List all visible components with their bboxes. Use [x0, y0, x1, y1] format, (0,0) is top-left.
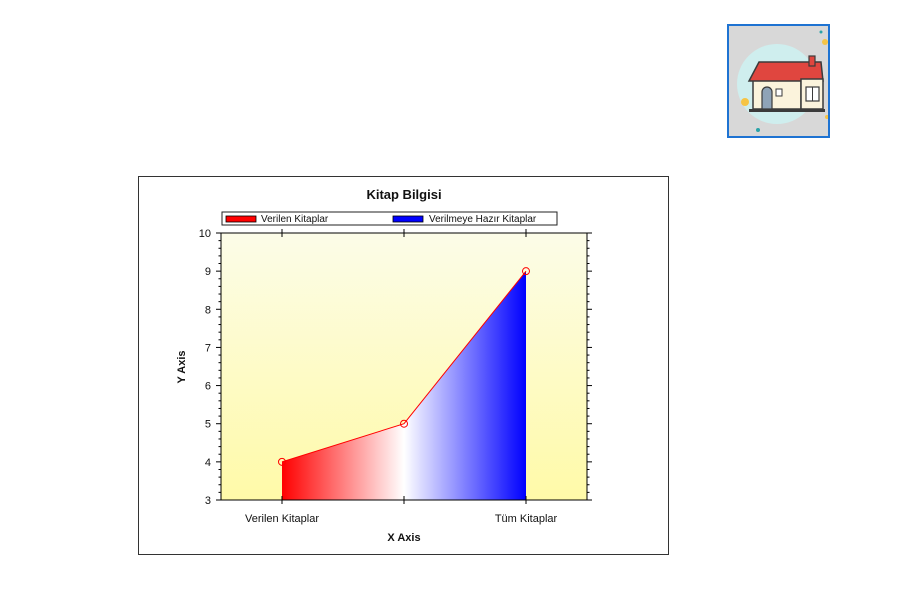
x-tick-label: Tüm Kitaplar	[495, 513, 558, 525]
area-fill	[282, 271, 526, 500]
legend-swatch-verilen	[225, 215, 257, 223]
y-tick-label: 5	[205, 419, 211, 431]
y-tick-label: 7	[205, 342, 211, 354]
y-axis-label: Y Axis	[176, 350, 188, 383]
chart-panel: Kitap Bilgisi Verilen Kitaplar Verilmeye…	[138, 176, 669, 555]
y-tick-label: 6	[205, 381, 211, 393]
y-tick-label: 9	[205, 266, 211, 278]
legend-label-verilmeye-hazir: Verilmeye Hazır Kitaplar	[429, 214, 537, 225]
y-tick-label: 4	[205, 457, 211, 469]
x-tick-label: Verilen Kitaplar	[245, 513, 319, 525]
house-icon	[737, 30, 828, 132]
y-tick-label: 3	[205, 495, 211, 507]
x-axis-label: X Axis	[387, 532, 420, 544]
legend-swatch-verilmeye-hazir	[392, 215, 424, 223]
legend-label-verilen: Verilen Kitaplar	[261, 214, 329, 225]
data-point-1	[400, 419, 408, 428]
y-tick-label: 8	[205, 304, 211, 316]
y-tick-label: 10	[199, 228, 211, 240]
x-axis: Verilen Kitaplar Tüm Kitaplar	[221, 229, 587, 525]
area-chart: Kitap Bilgisi Verilen Kitaplar Verilmeye…	[176, 187, 592, 544]
chart-title: Kitap Bilgisi	[366, 187, 441, 202]
y-axis: 3 4 5 6 7 8 9 10	[199, 228, 592, 507]
data-point-2	[522, 267, 530, 276]
data-point-0	[278, 457, 286, 466]
home-button[interactable]	[727, 24, 830, 138]
series-line	[281, 270, 527, 463]
legend: Verilen Kitaplar Verilmeye Hazır Kitapla…	[221, 211, 558, 226]
